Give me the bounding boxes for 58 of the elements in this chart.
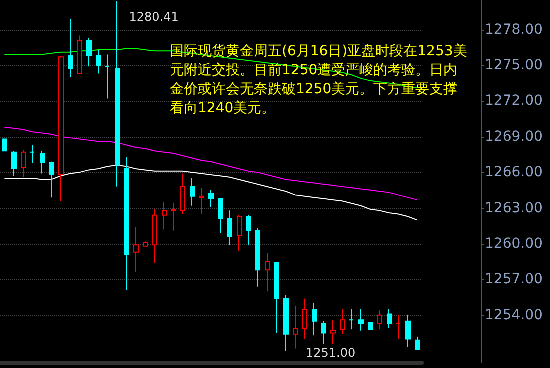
candlestick [180, 173, 185, 215]
candlestick [237, 214, 242, 252]
candlestick [218, 198, 223, 234]
candlestick [40, 150, 45, 174]
line-series [4, 126, 418, 200]
candlestick [143, 241, 148, 247]
candlestick [2, 138, 7, 152]
candlestick [199, 188, 204, 215]
candlestick [152, 208, 157, 264]
candlestick [58, 55, 64, 202]
y-tick-label: 1272.00 [485, 93, 543, 110]
candlestick [368, 322, 373, 330]
candlestick [321, 320, 326, 344]
candlestick [255, 228, 260, 288]
y-tick-label: 1275.00 [485, 57, 543, 74]
candlestick [283, 294, 289, 352]
candlestick [11, 150, 17, 177]
candlestick [68, 18, 73, 78]
candlestick [405, 314, 411, 348]
y-tick-label: 1269.00 [485, 128, 543, 145]
annotation: 1251.00 [306, 346, 356, 360]
candlestick [21, 149, 26, 178]
candlestick [190, 178, 195, 206]
candlestick [171, 203, 176, 232]
candlestick [265, 253, 270, 292]
candlestick [208, 190, 214, 208]
candlestick [30, 144, 35, 164]
candlestick [312, 302, 317, 336]
y-tick-label: 1260.00 [485, 236, 543, 252]
candlestick [246, 214, 251, 246]
candlestick [340, 308, 345, 335]
candlestick [330, 320, 336, 344]
y-tick-label: 1278.00 [485, 22, 543, 38]
candlestick [293, 305, 298, 350]
candlestick [349, 308, 354, 330]
candlestick [302, 298, 307, 340]
candlestick [387, 308, 392, 329]
candlestick [115, 0, 120, 188]
line-series [4, 164, 418, 221]
candlestick [49, 161, 54, 198]
candlestick [124, 156, 129, 291]
candlestick [377, 310, 382, 330]
y-tick-label: 1263.00 [485, 200, 543, 216]
candlestick [105, 54, 110, 100]
candlestick [415, 336, 420, 350]
candlestick [133, 226, 139, 274]
candlestick [274, 262, 279, 334]
candlestick [162, 202, 167, 230]
annotation: 1280.41 [129, 10, 179, 24]
candlestick [396, 314, 401, 340]
candlestick [77, 35, 82, 74]
y-tick-label: 1254.00 [485, 307, 543, 324]
candlestick [86, 38, 92, 68]
candlestick [358, 308, 364, 332]
candlestick [96, 49, 101, 74]
y-tick-label: 1257.00 [485, 272, 543, 288]
y-tick-label: 1266.00 [485, 164, 543, 181]
candlestick [227, 210, 232, 246]
